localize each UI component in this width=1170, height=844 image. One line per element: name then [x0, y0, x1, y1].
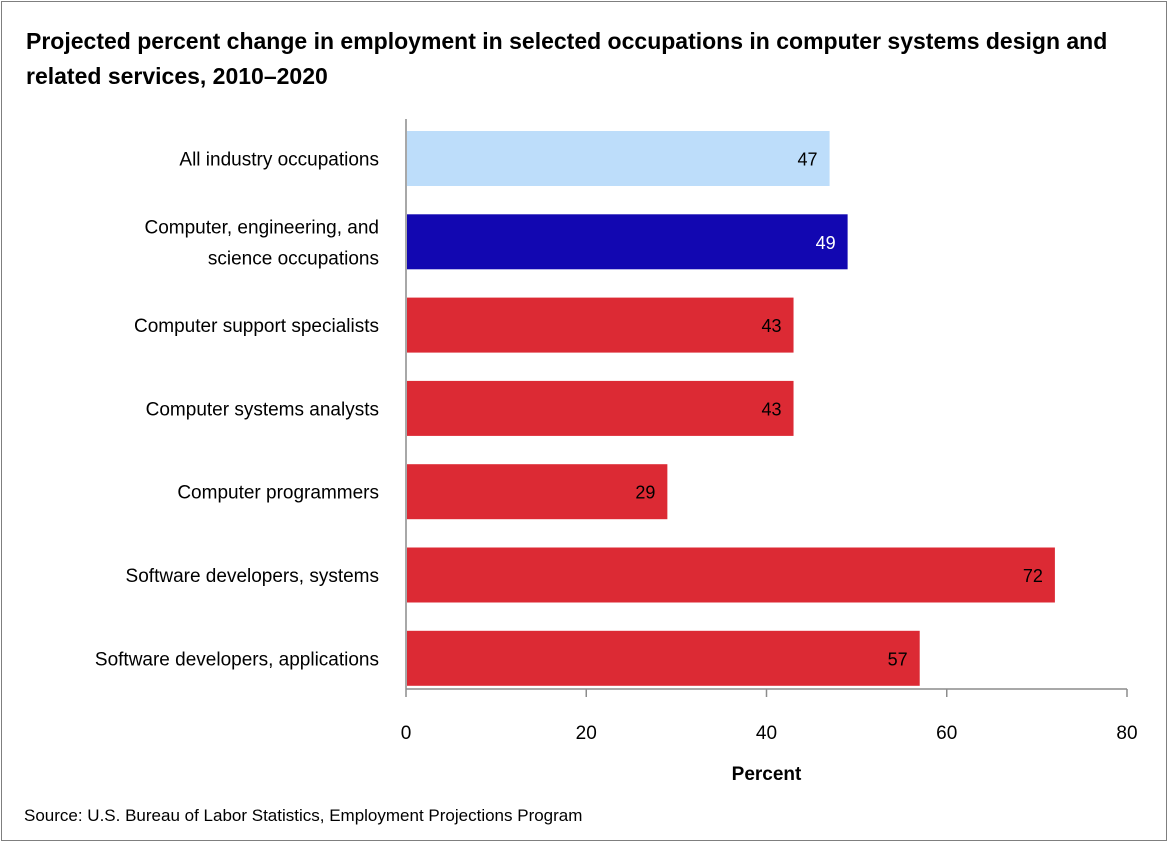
- category-label: Computer support specialists: [134, 316, 379, 337]
- category-label: All industry occupations: [179, 150, 379, 171]
- bar: [407, 630, 920, 686]
- x-tick-label: 20: [576, 723, 597, 744]
- bar: [407, 131, 830, 186]
- bar-value-label: 57: [888, 649, 908, 669]
- category-label: Computer, engineering, and science occupa…: [145, 217, 380, 269]
- x-tick-label: 0: [401, 723, 412, 744]
- category-label-line: Computer support specialists: [134, 316, 379, 337]
- x-tick-label: 60: [936, 723, 957, 744]
- x-tick-label: 80: [1116, 723, 1137, 744]
- bar-value-label: 43: [762, 399, 782, 419]
- bar: [407, 214, 848, 270]
- bar-value-label: 49: [816, 233, 836, 253]
- axis-layer: 0 20 40 60 80: [401, 119, 1138, 744]
- category-label: Computer systems analysts: [146, 399, 379, 420]
- chart-title: Projected percent change in employment i…: [26, 28, 1108, 89]
- bar: [407, 380, 794, 436]
- category-label: Software developers, applications: [95, 649, 379, 670]
- bar: [407, 297, 794, 353]
- category-label-line: Software developers, applications: [95, 649, 379, 670]
- category-label-line: Computer programmers: [177, 483, 379, 504]
- x-axis-title: Percent: [732, 764, 802, 785]
- bar-value-label: 47: [798, 150, 818, 170]
- bar-value-label: 29: [635, 483, 655, 503]
- category-label-line: Computer, engineering, and: [145, 217, 380, 238]
- bar-value-label: 43: [762, 316, 782, 336]
- source-note: Source: U.S. Bureau of Labor Statistics,…: [24, 806, 583, 825]
- category-label: Software developers, systems: [126, 566, 379, 587]
- category-label-line: Computer systems analysts: [146, 399, 379, 420]
- category-label-line: Software developers, systems: [126, 566, 379, 587]
- category-label: Computer programmers: [177, 483, 379, 504]
- x-tick-label: 40: [756, 723, 777, 744]
- bar: [407, 547, 1055, 603]
- category-label-line: science occupations: [208, 248, 379, 269]
- bar-value-label: 72: [1023, 566, 1043, 586]
- category-label-line: All industry occupations: [179, 150, 379, 171]
- bars-layer: 47 All industry occupations 49 Computer, en…: [95, 131, 1055, 686]
- bar: [407, 464, 668, 520]
